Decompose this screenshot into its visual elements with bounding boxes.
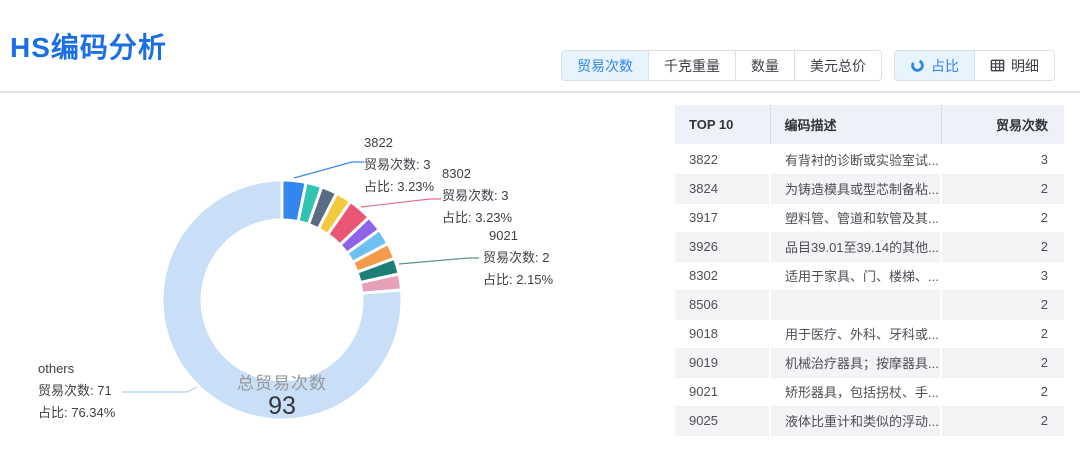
cell-desc: 用于医疗、外科、牙科或... — [769, 319, 941, 349]
cell-count: 3 — [940, 145, 1064, 175]
table-body: 3822 有背衬的诊断或实验室试... 3 3824 为铸造模具或型芯制备粘... 2 39… — [675, 145, 1064, 436]
top10-table: TOP 10 编码描述 贸易次数 3822 有背衬的诊断或实验室试... 3 3824… — [675, 105, 1064, 436]
cell-code: 8506 — [675, 290, 770, 320]
cell-desc: 机械治疗器具；按摩器具... — [769, 348, 941, 378]
leader-line-8302 — [360, 198, 441, 208]
table-header-row: TOP 10 编码描述 贸易次数 — [675, 105, 1064, 146]
header-top10: TOP 10 — [675, 105, 770, 146]
header-divider — [0, 91, 1080, 93]
pie-chart-icon — [910, 58, 925, 73]
cell-code: 3824 — [675, 174, 770, 204]
table-icon — [990, 58, 1005, 73]
donut-svg — [122, 161, 479, 422]
cell-count: 2 — [940, 290, 1064, 320]
annotation-count: 贸易次数: 71 — [38, 383, 112, 398]
table-row[interactable]: 8302 适用于家具、门、楼梯、... 3 — [675, 261, 1064, 291]
table-row[interactable]: 8506 2 — [675, 290, 1064, 320]
cell-count: 2 — [940, 348, 1064, 378]
table-row[interactable]: 3824 为铸造模具或型芯制备粘... 2 — [675, 174, 1064, 204]
tab-details-label: 明细 — [1011, 57, 1039, 74]
table-row[interactable]: 3926 品目39.01至39.14的其他... 2 — [675, 232, 1064, 262]
table-row[interactable]: 9019 机械治疗器具；按摩器具... 2 — [675, 348, 1064, 378]
tab-kg-weight[interactable]: 千克重量 — [648, 51, 735, 80]
donut-segment-others[interactable] — [160, 178, 404, 422]
annotation-others: others 贸易次数: 71 占比: 76.34% — [38, 358, 115, 424]
annotation-pct: 占比: 3.23% — [442, 210, 513, 225]
tab-trade-count[interactable]: 贸易次数 — [562, 51, 648, 80]
cell-count: 2 — [940, 203, 1064, 233]
cell-desc: 为铸造模具或型芯制备粘... — [769, 174, 941, 204]
cell-code: 3917 — [675, 203, 770, 233]
cell-desc: 液体比重计和类似的浮动... — [769, 406, 941, 436]
annotation-pct: 占比: 3.23% — [364, 179, 435, 194]
table-row[interactable]: 3822 有背衬的诊断或实验室试... 3 — [675, 145, 1064, 175]
annotation-code: 8302 — [442, 166, 471, 181]
annotation-count: 贸易次数: 2 — [483, 250, 550, 265]
annotation-9021: 9021 贸易次数: 2 占比: 2.15% — [483, 225, 553, 291]
table-row[interactable]: 9025 液体比重计和类似的浮动... 2 — [675, 406, 1064, 436]
cell-desc: 矫形器具，包括拐杖、手... — [769, 377, 941, 407]
tab-proportion[interactable]: 占比 — [895, 51, 974, 80]
cell-code: 9018 — [675, 319, 770, 349]
table-row[interactable]: 9021 矫形器具，包括拐杖、手... 2 — [675, 377, 1064, 407]
cell-code: 9025 — [675, 406, 770, 436]
toolbar: 贸易次数 千克重量 数量 美元总价 占比 — [561, 50, 1055, 81]
view-tab-group: 占比 明细 — [894, 50, 1055, 81]
cell-code: 9021 — [675, 377, 770, 407]
cell-count: 3 — [940, 261, 1064, 291]
annotation-count: 贸易次数: 3 — [442, 188, 509, 203]
cell-desc: 品目39.01至39.14的其他... — [769, 232, 941, 262]
tab-quantity[interactable]: 数量 — [735, 51, 794, 80]
cell-code: 3822 — [675, 145, 770, 175]
cell-code: 9019 — [675, 348, 770, 378]
annotation-code: others — [38, 361, 75, 376]
cell-code: 8302 — [675, 261, 770, 291]
table-row[interactable]: 3917 塑料管、管道和软管及其... 2 — [675, 203, 1064, 233]
chart-center-label: 总贸易次数 — [237, 374, 327, 393]
donut-chart: 总贸易次数 93 — [0, 93, 620, 463]
chart-center-value: 93 — [268, 392, 296, 420]
annotation-8302: 8302 贸易次数: 3 占比: 3.23% — [442, 163, 512, 229]
cell-count: 2 — [940, 174, 1064, 204]
cell-desc: 塑料管、管道和软管及其... — [769, 203, 941, 233]
metric-tab-group: 贸易次数 千克重量 数量 美元总价 — [561, 50, 882, 81]
page-title: HS编码分析 — [10, 32, 167, 63]
leader-line-others — [122, 386, 198, 393]
header-trade-count: 贸易次数 — [940, 105, 1064, 146]
annotation-pct: 占比: 2.15% — [483, 272, 554, 287]
table-row[interactable]: 9018 用于医疗、外科、牙科或... 2 — [675, 319, 1064, 349]
annotation-code: 3822 — [364, 135, 393, 150]
annotation-pct: 占比: 76.34% — [38, 405, 116, 420]
cell-count: 2 — [940, 406, 1064, 436]
cell-count: 2 — [940, 319, 1064, 349]
tab-proportion-label: 占比 — [931, 57, 959, 74]
cell-desc: 适用于家具、门、楼梯、... — [769, 261, 941, 291]
cell-code: 3926 — [675, 232, 770, 262]
tab-details[interactable]: 明细 — [974, 51, 1054, 80]
annotation-3822: 3822 贸易次数: 3 占比: 3.23% — [364, 132, 434, 198]
header-description: 编码描述 — [769, 105, 941, 146]
tab-usd-total[interactable]: 美元总价 — [794, 51, 881, 80]
cell-count: 2 — [940, 377, 1064, 407]
cell-desc — [769, 290, 941, 320]
leader-line-3822 — [293, 161, 364, 179]
leader-line-9021 — [398, 257, 479, 265]
annotation-code: 9021 — [489, 228, 518, 243]
cell-desc: 有背衬的诊断或实验室试... — [769, 145, 941, 175]
cell-count: 2 — [940, 232, 1064, 262]
annotation-count: 贸易次数: 3 — [364, 157, 431, 172]
